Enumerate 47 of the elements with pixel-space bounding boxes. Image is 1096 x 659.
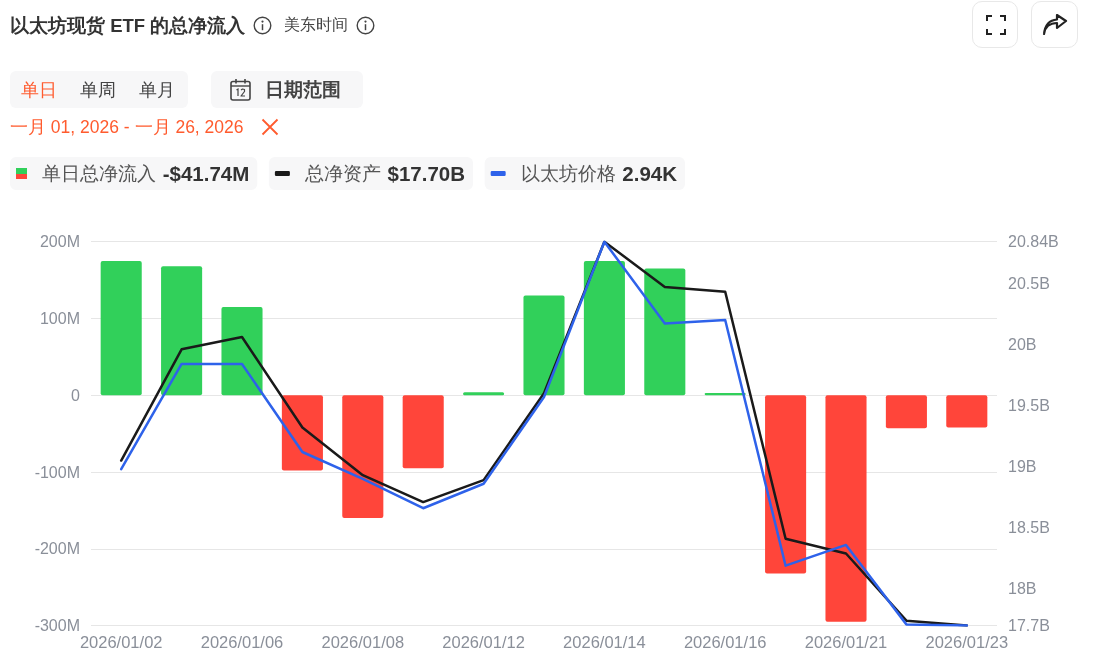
bar [644, 268, 686, 396]
y2-tick-label: 20B [1008, 335, 1037, 353]
bar [765, 395, 807, 574]
text: 一月 01, 2026 - 一月 26, 2026 [10, 116, 244, 139]
y2-tick-label: 18B [1008, 580, 1037, 598]
x-tick-label: 2026/01/12 [442, 633, 525, 652]
x-tick-label: 2026/01/08 [321, 633, 405, 652]
x-tick-label: 2026/01/06 [200, 633, 284, 652]
x-tick-label: 2026/01/14 [563, 633, 646, 652]
y-tick-label: -300M [34, 617, 80, 635]
date-range-button: 日期范围 [211, 71, 363, 108]
y-tick-label: 100M [39, 309, 80, 327]
bar [402, 395, 444, 469]
y2-tick-label: 20.84B [1008, 233, 1059, 251]
x-tick-label: 2026/01/02 [79, 633, 163, 652]
y2-tick-label: 17.7B [1008, 617, 1050, 635]
y2-tick-label: 18.5B [1008, 519, 1050, 537]
bar [825, 395, 867, 622]
legend-label: 总净资产 [303, 163, 381, 184]
bar [946, 395, 988, 428]
bar [523, 295, 565, 396]
legend-label: 单日总净流入 [42, 163, 156, 184]
y2-tick-label: 19B [1008, 458, 1037, 476]
text: $17.70B [387, 162, 466, 185]
y2-tick-label: 20.5B [1008, 274, 1050, 292]
chart-title: 以太坊现货 ETF 的总净流入 [10, 13, 246, 38]
x-tick-label: 2026/01/16 [683, 633, 767, 652]
period-tabs: 单日 单周 单月 [10, 71, 188, 108]
y-tick-label: 0 [71, 386, 81, 404]
y2-tick-label: 19.5B [1008, 397, 1050, 415]
text: 2.94K [622, 162, 678, 185]
y-tick-label: -200M [34, 540, 80, 558]
x-tick-label: 2026/01/21 [804, 633, 888, 652]
legend-label: 以太坊价格 [520, 163, 616, 184]
bar [583, 260, 625, 396]
bar [463, 392, 505, 396]
y-tick-label: -100M [34, 463, 80, 481]
chart-subtitle: 美东时间 [284, 14, 349, 35]
y-tick-label: 200M [39, 233, 80, 251]
bar [342, 395, 384, 519]
bar [100, 260, 142, 396]
x-tick-label: 2026/01/23 [925, 633, 1009, 652]
text: -$41.74M [162, 162, 250, 185]
bar [281, 395, 323, 471]
bar [161, 266, 203, 396]
bar [221, 306, 263, 396]
bar [885, 395, 927, 429]
